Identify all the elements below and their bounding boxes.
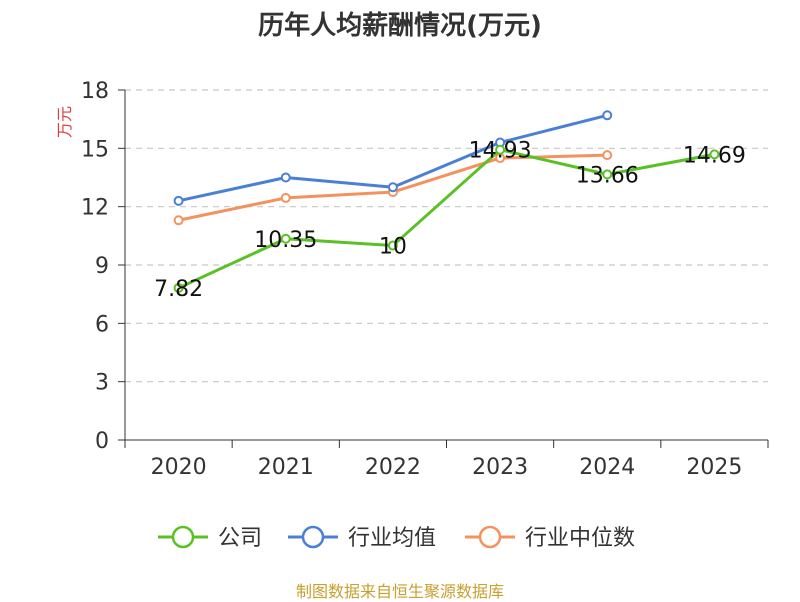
data-point[interactable] [387,182,398,193]
x-tick-label: 2023 [472,455,528,480]
data-point[interactable] [173,215,184,226]
x-tick-label: 2020 [151,455,207,480]
legend-marker-icon [478,525,502,549]
legend-label: 公司 [218,526,262,551]
data-label: 14.93 [469,139,532,164]
legend-item-2[interactable]: 行业均值 [288,525,436,551]
y-axis-label: 万元 [55,106,74,138]
series-group [173,110,720,293]
data-label: 14.69 [683,143,746,168]
data-label: 10.35 [254,228,317,253]
data-point[interactable] [280,172,291,183]
y-tick-label: 9 [95,254,109,279]
grid [125,89,768,383]
x-tick-label: 2025 [686,455,742,480]
data-point[interactable] [495,144,506,155]
y-tick-label: 3 [95,371,109,396]
chart-title: 历年人均薪酬情况(万元) [258,10,542,41]
axes: 0 3 6 9 12 15 18 2020 2021 2022 2023 2024 2025 [81,79,769,480]
series-line-1 [177,148,715,290]
legend[interactable]: 公司 行业均值 行业中位数 [158,525,635,551]
legend-marker-icon [301,525,325,549]
x-tick-label: 2024 [579,455,635,480]
data-point[interactable] [602,169,613,180]
source-note: 制图数据来自恒生聚源数据库 [295,582,504,601]
legend-label: 行业均值 [348,526,436,551]
y-tick-label: 15 [81,137,109,162]
data-point[interactable] [709,149,720,160]
legend-item-3[interactable]: 行业中位数 [465,525,635,551]
legend-item-1[interactable]: 公司 [158,525,262,551]
data-label: 10 [379,235,407,260]
y-tick-label: 0 [95,429,109,454]
data-label: 7.82 [154,277,203,302]
data-point[interactable] [387,240,398,251]
data-labels: 7.82 10.35 10 14.93 13.66 14.69 [154,139,746,302]
data-point[interactable] [173,282,184,293]
data-point[interactable] [280,233,291,244]
data-point[interactable] [280,192,291,203]
x-tick-label: 2022 [365,455,421,480]
data-point[interactable] [173,195,184,206]
y-tick-label: 18 [81,79,109,104]
data-label: 13.66 [576,163,639,188]
data-point[interactable] [602,150,613,161]
y-tick-label: 6 [95,312,109,337]
y-tick-label: 12 [81,196,109,221]
data-point[interactable] [602,110,613,121]
legend-label: 行业中位数 [525,526,635,551]
x-tick-label: 2021 [258,455,314,480]
legend-marker-icon [171,525,195,549]
